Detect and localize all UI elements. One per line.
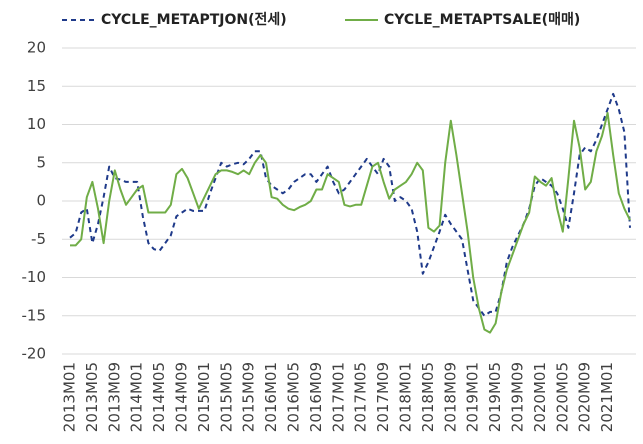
- x-tick-label: 2013M09: [105, 362, 123, 432]
- x-tick-label: 2016M01: [262, 362, 280, 432]
- x-tick-label: 2017M01: [329, 362, 347, 432]
- x-tick-label: 2021M01: [598, 362, 616, 432]
- x-tick-label: 2014M01: [128, 362, 146, 432]
- x-tick-label: 2017M09: [374, 362, 392, 432]
- y-tick-label: -5: [31, 230, 46, 248]
- x-tick-label: 2018M09: [441, 362, 459, 432]
- x-tick-label: 2020M09: [576, 362, 594, 432]
- x-tick-label: 2013M05: [83, 362, 101, 432]
- x-tick-label: 2019M09: [509, 362, 527, 432]
- series-line: [69, 92, 631, 317]
- x-tick-label: 2014M09: [173, 362, 191, 432]
- y-tick-label: 15: [27, 77, 46, 95]
- x-tick-label: 2015M09: [240, 362, 258, 432]
- legend-text: CYCLE_METAPTJON(전세): [101, 11, 287, 28]
- x-tick-label: 2019M01: [464, 362, 482, 432]
- y-tick-label: 5: [36, 153, 46, 171]
- x-tick-label: 2018M01: [397, 362, 415, 432]
- y-tick-label: -15: [22, 306, 47, 324]
- x-tick-label: 2018M05: [419, 362, 437, 432]
- x-tick-label: 2015M01: [195, 362, 213, 432]
- x-tick-label: 2020M05: [553, 362, 571, 432]
- y-tick-label: 20: [27, 39, 46, 57]
- x-tick-label: 2017M05: [352, 362, 370, 432]
- x-tick-label: 2016M09: [307, 362, 325, 432]
- y-tick-label: 0: [36, 192, 46, 210]
- y-tick-label: 10: [27, 115, 46, 133]
- y-tick-label: -10: [22, 268, 47, 286]
- x-tick-label: 2019M05: [486, 362, 504, 432]
- x-tick-label: 2014M05: [150, 362, 168, 432]
- legend-text: CYCLE_METAPTSALE(매매): [384, 12, 580, 28]
- x-tick-label: 2020M01: [531, 362, 549, 432]
- x-tick-label: 2016M05: [285, 362, 303, 432]
- y-tick-label: -20: [22, 345, 47, 363]
- series-line: [70, 112, 631, 334]
- x-tick-label: 2015M05: [217, 362, 235, 432]
- x-tick-label: 2013M01: [61, 362, 79, 432]
